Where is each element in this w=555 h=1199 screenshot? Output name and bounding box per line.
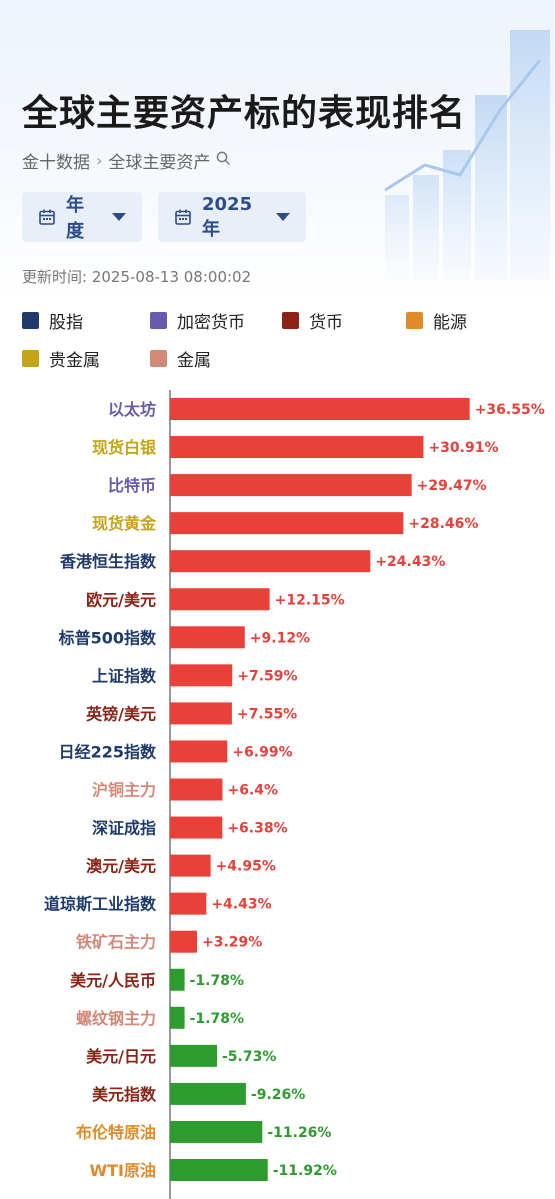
value-label: +4.43%: [211, 897, 271, 913]
bar[interactable]: [170, 968, 185, 991]
bar[interactable]: [170, 1006, 185, 1029]
legend-swatch: [22, 312, 39, 329]
value-label: -11.26%: [267, 1125, 331, 1141]
legend-label: 贵金属: [49, 351, 100, 371]
bar[interactable]: [170, 588, 270, 611]
category-label: 上证指数: [92, 666, 157, 685]
bar[interactable]: [170, 398, 470, 420]
bar[interactable]: [170, 1159, 268, 1181]
value-label: -1.78%: [190, 1011, 244, 1027]
breadcrumb-item-current[interactable]: 全球主要资产: [108, 153, 211, 173]
category-label: 布伦特原油: [76, 1123, 156, 1142]
value-label: +29.47%: [417, 478, 487, 494]
category-label: 铁矿石主力: [76, 933, 156, 952]
legend-swatch: [282, 312, 299, 329]
page-title: 全球主要资产标的表现排名: [22, 93, 467, 134]
value-label: +4.95%: [216, 859, 276, 875]
value-label: +30.91%: [428, 440, 498, 456]
legend-swatch: [406, 312, 423, 329]
value-label: +9.12%: [250, 630, 310, 646]
value-label: -1.78%: [190, 973, 244, 989]
bar[interactable]: [170, 550, 371, 573]
value-label: +6.38%: [227, 821, 287, 837]
bar[interactable]: [170, 626, 245, 649]
updated-time: 更新时间: 2025-08-13 08:00:02: [22, 268, 252, 286]
category-label: 美元/日元: [86, 1047, 156, 1066]
calendar-icon: [38, 208, 56, 226]
category-label: 沪铜主力: [92, 781, 156, 800]
calendar-icon: [174, 208, 192, 226]
value-label: +7.55%: [237, 706, 297, 722]
category-label: 比特币: [108, 476, 156, 495]
legend-label: 货币: [309, 313, 343, 333]
bar[interactable]: [170, 474, 412, 497]
period-type-dropdown[interactable]: 年度: [22, 192, 142, 242]
value-label: -9.26%: [251, 1087, 305, 1103]
bar[interactable]: [170, 1120, 263, 1143]
bar[interactable]: [170, 892, 207, 915]
bar[interactable]: [170, 436, 424, 459]
breadcrumb: 金十数据 › 全球主要资产: [22, 148, 231, 173]
legend-label: 加密货币: [177, 313, 245, 333]
category-label: 澳元/美元: [86, 857, 156, 876]
ranking-bar-chart: 以太坊 +36.55% 现货白银 +30.91% 比特币 +29.47% 现货黄金 +28.4…: [44, 390, 545, 1199]
year-dropdown[interactable]: 2025年: [158, 192, 306, 242]
category-label: 螺纹钢主力: [76, 1009, 156, 1028]
bar[interactable]: [170, 1082, 246, 1105]
chevron-down-icon: [112, 213, 126, 221]
bar[interactable]: [170, 854, 211, 877]
category-label: 现货白银: [92, 438, 157, 457]
category-label: WTI原油: [89, 1161, 156, 1180]
value-label: +28.46%: [408, 516, 478, 532]
bar[interactable]: [170, 702, 232, 725]
legend-swatch: [150, 312, 167, 329]
period-type-label: 年度: [66, 195, 84, 242]
value-label: -11.92%: [273, 1163, 337, 1179]
category-label: 日经225指数: [59, 742, 157, 761]
year-label: 2025年: [202, 193, 253, 240]
legend-label: 能源: [433, 313, 467, 333]
bar[interactable]: [170, 930, 197, 953]
bar[interactable]: [170, 1044, 217, 1067]
bar[interactable]: [170, 816, 223, 839]
legend-swatch: [150, 350, 167, 367]
bar[interactable]: [170, 664, 233, 687]
value-label: +36.55%: [475, 402, 545, 418]
category-label: 标普500指数: [58, 628, 157, 647]
category-label: 英镑/美元: [85, 704, 156, 723]
category-label: 欧元/美元: [86, 590, 156, 609]
legend-item-crypto[interactable]: 加密货币: [150, 308, 245, 333]
value-label: -5.73%: [222, 1049, 276, 1065]
bar[interactable]: [170, 512, 404, 535]
legend-item-metal[interactable]: 金属: [150, 346, 211, 371]
legend-label: 金属: [177, 351, 211, 371]
value-label: +6.4%: [227, 783, 278, 799]
category-label: 深证成指: [92, 819, 156, 838]
value-label: +6.99%: [232, 744, 292, 760]
bar[interactable]: [170, 740, 228, 763]
legend-item-stock-index[interactable]: 股指: [22, 308, 83, 333]
legend-item-precious-metal[interactable]: 贵金属: [22, 346, 100, 371]
value-label: +12.15%: [275, 592, 345, 608]
legend-label: 股指: [49, 313, 83, 333]
category-label: 现货黄金: [92, 514, 157, 533]
decorative-bar-graphic: [384, 30, 550, 280]
category-label: 道琼斯工业指数: [44, 895, 157, 914]
legend-item-currency[interactable]: 货币: [282, 308, 343, 333]
legend-swatch: [22, 350, 39, 367]
category-label: 以太坊: [108, 400, 156, 419]
bar[interactable]: [170, 778, 223, 801]
category-label: 美元/人民币: [70, 971, 156, 990]
chevron-right-icon: ›: [96, 151, 103, 170]
breadcrumb-item-source[interactable]: 金十数据: [22, 153, 90, 173]
chevron-down-icon: [276, 213, 290, 221]
category-label: 香港恒生指数: [59, 552, 157, 571]
search-icon[interactable]: [216, 151, 231, 170]
category-label: 美元指数: [92, 1085, 157, 1104]
value-label: +7.59%: [237, 668, 297, 684]
value-label: +24.43%: [375, 554, 445, 570]
legend-item-energy[interactable]: 能源: [406, 308, 467, 333]
value-label: +3.29%: [202, 935, 262, 951]
